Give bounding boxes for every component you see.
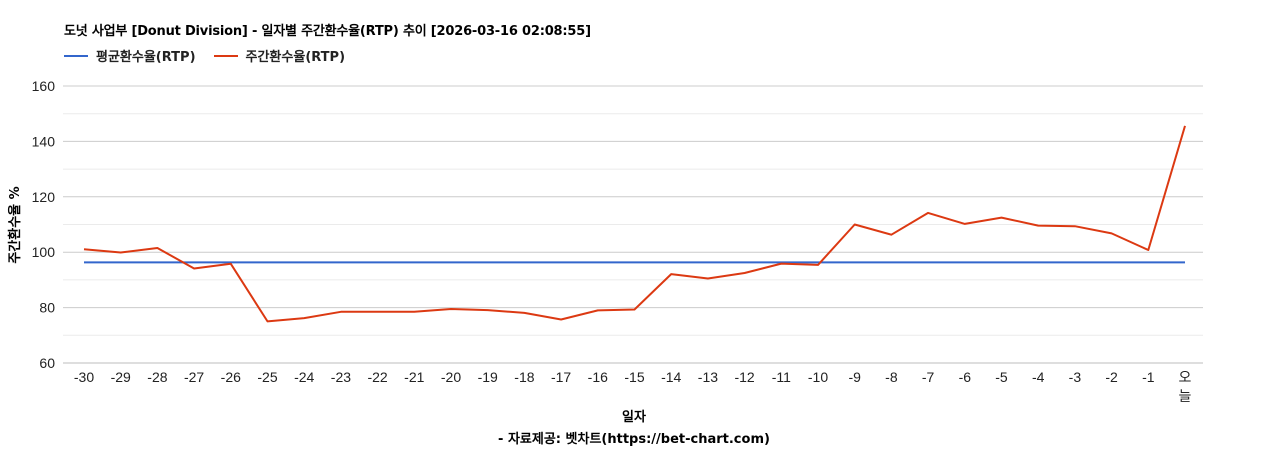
y-tick-label: 100 (32, 244, 56, 260)
x-tick-label: -16 (588, 369, 608, 385)
legend-item-average-rtp[interactable]: 평균환수율(RTP) (64, 46, 196, 65)
x-tick-label: -14 (661, 369, 681, 385)
x-tick-label: -25 (257, 369, 277, 385)
legend-item-weekly-rtp[interactable]: 주간환수율(RTP) (213, 46, 346, 65)
x-axis-label: 일자 (622, 410, 646, 425)
x-tick-label: -26 (221, 369, 241, 385)
x-tick-label: -19 (478, 369, 498, 385)
x-tick-label: -17 (551, 369, 571, 385)
x-tick-label: -29 (111, 369, 131, 385)
x-tick-label: -7 (922, 369, 935, 385)
legend-label: 주간환수율(RTP) (245, 50, 346, 65)
x-tick-label: -28 (147, 369, 167, 385)
x-tick-label: -24 (294, 369, 314, 385)
weekly-rtp-line[interactable] (83, 125, 1186, 323)
line-swatch-icon (213, 54, 238, 57)
y-axis-label: 주간환수율 % (8, 186, 23, 264)
x-tick-label: -12 (734, 369, 754, 385)
x-tick-label: -21 (404, 369, 424, 385)
x-tick-label: -1 (1142, 369, 1155, 385)
x-tick-label: 오 (1179, 369, 1192, 385)
x-tick-label: -10 (808, 369, 828, 385)
line-swatch-icon (64, 54, 88, 57)
x-tick-label: -2 (1105, 369, 1118, 385)
x-tick-label: -15 (624, 369, 644, 385)
x-tick-label: -18 (514, 369, 534, 385)
x-tick-label: -30 (74, 369, 94, 385)
x-tick-label: -23 (331, 369, 351, 385)
y-tick-label: 140 (32, 133, 56, 149)
y-tick-label: 160 (32, 78, 56, 94)
x-tick-label: -3 (1069, 369, 1082, 385)
x-tick-label: -27 (184, 369, 204, 385)
y-tick-label: 80 (39, 300, 55, 316)
x-tick-label: -6 (959, 369, 972, 385)
x-tick-label: -9 (848, 369, 861, 385)
legend: 평균환수율(RTP) 주간환수율(RTP) (64, 46, 363, 65)
x-tick-label: -5 (995, 369, 1008, 385)
source-note: - 자료제공: 벳차트(https://bet-chart.com) (498, 432, 770, 447)
x-tick-label: -22 (367, 369, 387, 385)
x-tick-label: -8 (885, 369, 898, 385)
y-tick-label: 120 (32, 189, 56, 205)
chart-title: 도넛 사업부 [Donut Division] - 일자별 주간환수율(RTP)… (64, 24, 591, 39)
y-tick-label: 60 (39, 355, 55, 371)
x-tick-label: -4 (1032, 369, 1045, 385)
x-tick-label: -11 (772, 369, 791, 385)
x-tick-label: -13 (698, 369, 718, 385)
x-tick-label: -20 (441, 369, 461, 385)
x-tick-label: 늘 (1179, 388, 1192, 404)
legend-label: 평균환수율(RTP) (96, 50, 196, 65)
